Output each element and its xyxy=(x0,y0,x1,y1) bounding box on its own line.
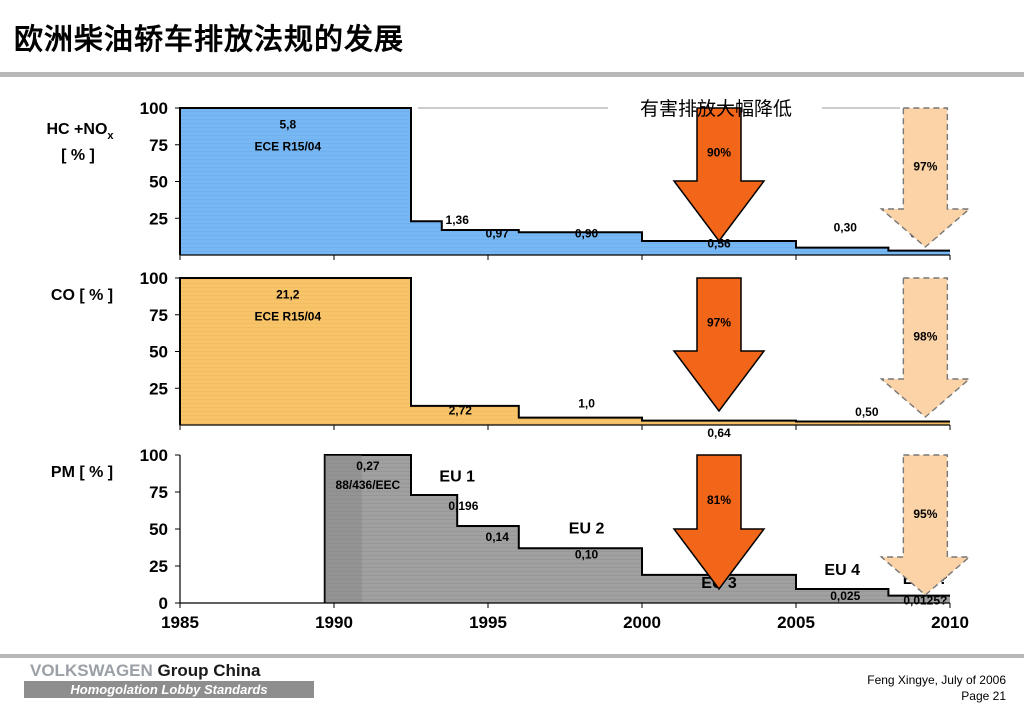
y-tick-label: 50 xyxy=(149,173,168,192)
reduction-arrow-main xyxy=(672,454,766,591)
x-tick-label: 2010 xyxy=(931,613,969,632)
y-tick-label: 75 xyxy=(149,483,168,502)
stage-label: EU 1 xyxy=(439,469,475,486)
x-tick-label: 1985 xyxy=(161,613,199,632)
emission-area xyxy=(180,278,950,425)
y-tick-label: 25 xyxy=(149,557,168,576)
arrow-main-label: 90% xyxy=(707,146,731,160)
brand-vw: VOLKSWAGEN xyxy=(30,661,153,680)
x-tick-label: 2005 xyxy=(777,613,815,632)
data-label: 5,8 xyxy=(279,118,296,132)
author-info: Feng Xingye, July of 2006 Page 21 xyxy=(867,672,1006,704)
y-axis-unit: [ % ] xyxy=(61,147,95,164)
data-label: 0,14 xyxy=(486,530,510,544)
data-label: 0,196 xyxy=(448,499,478,513)
data-label: 0,30 xyxy=(834,220,858,234)
page-title: 欧洲柴油轿车排放法规的发展 xyxy=(14,22,405,56)
y-tick-label: 100 xyxy=(140,446,168,465)
reduction-arrow-main xyxy=(672,277,766,413)
x-tick-label: 1995 xyxy=(469,613,507,632)
data-label: ECE R15/04 xyxy=(254,310,321,324)
y-tick-label: 0 xyxy=(159,594,168,613)
panel-2: 100 75 50 25 CO [ % ] 21,2 ECE R15/04 2,72 1,0 0,… xyxy=(51,269,972,440)
x-tick-label: 1990 xyxy=(315,613,353,632)
footer-divider xyxy=(0,654,1024,658)
y-tick-label: 100 xyxy=(140,269,168,288)
y-axis-label: PM [ % ] xyxy=(51,464,113,481)
y-axis-label: CO [ % ] xyxy=(51,287,113,304)
emission-area xyxy=(324,455,950,603)
data-label: 88/436/EEC xyxy=(336,478,401,492)
arrow-future-label: 97% xyxy=(913,160,937,174)
arrow-future-label: 98% xyxy=(913,330,937,344)
reduction-arrow-future xyxy=(879,454,972,596)
data-label: 0,97 xyxy=(486,226,510,240)
data-label: 0,90 xyxy=(575,226,599,240)
data-label: 0,56 xyxy=(707,237,731,251)
arrow-main-label: 81% xyxy=(707,493,731,507)
y-tick-label: 75 xyxy=(149,306,168,325)
stage-label: EU 2 xyxy=(569,520,605,537)
page-number: Page 21 xyxy=(961,689,1006,703)
arrow-future-label: 95% xyxy=(913,507,937,521)
data-label: 0,50 xyxy=(855,405,879,419)
data-label: 2,72 xyxy=(449,404,473,418)
brand-tagline: Homogolation Lobby Standards xyxy=(24,681,314,698)
data-label: 0,27 xyxy=(356,459,380,473)
emission-step-line xyxy=(179,277,950,425)
emission-step-line xyxy=(179,107,950,255)
stage-label: EU 4 xyxy=(824,562,860,579)
y-axis-label: HC +NOx xyxy=(46,121,114,142)
data-label: 1,36 xyxy=(446,213,470,227)
x-tick-label: 2000 xyxy=(623,613,661,632)
author-line: Feng Xingye, July of 2006 xyxy=(867,673,1006,687)
y-tick-label: 100 xyxy=(140,99,168,118)
y-tick-label: 50 xyxy=(149,520,168,539)
data-label: 21,2 xyxy=(276,288,300,302)
y-tick-label: 25 xyxy=(149,379,168,398)
reduction-arrow-future xyxy=(879,107,972,248)
title-divider xyxy=(0,72,1024,77)
data-label: 0,025 xyxy=(830,589,860,603)
pm-band xyxy=(324,455,362,603)
y-tick-label: 75 xyxy=(149,136,168,155)
data-label: 0,10 xyxy=(575,548,599,562)
data-label: 0,64 xyxy=(707,426,731,440)
data-label: 1,0 xyxy=(578,396,595,410)
panel-1: 100 75 50 25 HC +NOx [ % ] 5,8 ECE R15/04 1,36 0,… xyxy=(46,99,972,260)
brand-logo: VOLKSWAGEN Group China xyxy=(30,661,260,681)
data-label: 0,0125? xyxy=(903,593,947,607)
emission-step-line xyxy=(323,454,950,603)
y-tick-label: 50 xyxy=(149,343,168,362)
reduction-arrow-future xyxy=(879,277,972,418)
arrow-main-label: 97% xyxy=(707,316,731,330)
banner-text: 有害排放大幅降低 xyxy=(640,98,792,120)
brand-group: Group China xyxy=(152,661,261,680)
y-tick-label: 25 xyxy=(149,209,168,228)
emission-area xyxy=(180,108,950,255)
reduction-arrow-main xyxy=(672,107,766,243)
data-label: ECE R15/04 xyxy=(254,140,321,154)
